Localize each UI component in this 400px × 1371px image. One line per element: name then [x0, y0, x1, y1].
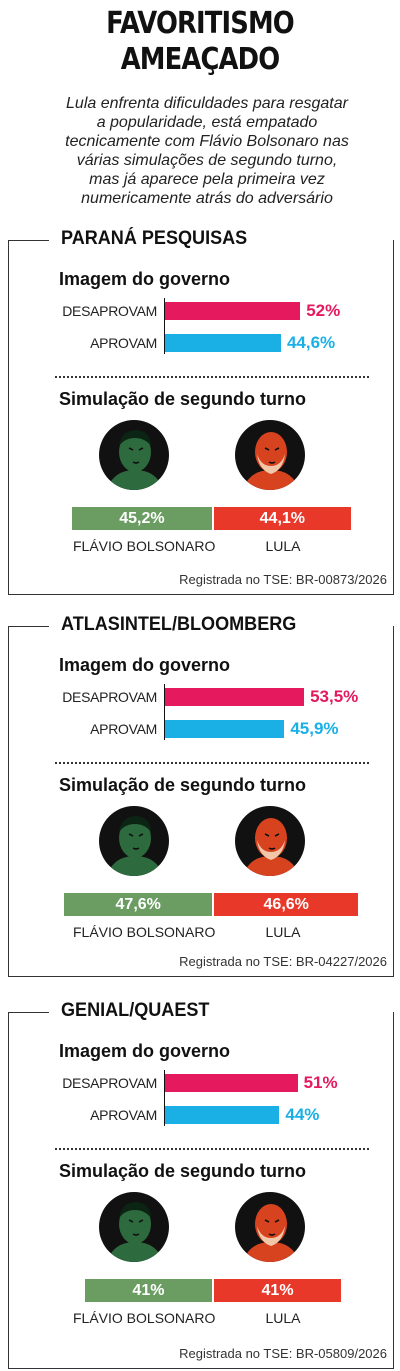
bar	[165, 334, 281, 352]
flavio-bolsonaro-portrait-icon	[99, 420, 169, 490]
poll-panel: PARANÁ PESQUISAS Imagem do governo DESAPRO…	[8, 228, 394, 595]
section-title-approval: Imagem do governo	[59, 1041, 231, 1061]
bar-label: APROVAM	[90, 721, 157, 737]
panel-title: PARANÁ PESQUISAS	[61, 228, 248, 249]
main-title: FAVORITISMO AMEAÇADO	[28, 6, 372, 78]
result-bar-lula: 44,1%	[214, 507, 351, 530]
lula-portrait-icon	[235, 420, 305, 490]
subtitle-line: Lula enfrenta dificuldades para resgatar	[66, 95, 348, 112]
section-title-runoff: Simulação de segundo turno	[59, 775, 307, 795]
title-line-2: AMEAÇADO	[120, 42, 280, 77]
subtitle-line: várias simulações de segundo turno,	[76, 152, 338, 169]
panel-title: ATLASINTEL/BLOOMBERG	[61, 614, 297, 635]
bar	[165, 688, 305, 706]
section-title-approval: Imagem do governo	[59, 269, 231, 289]
subtitle-line: tecnicamente com Flávio Bolsonaro nas	[65, 133, 349, 150]
lula-portrait-icon	[235, 1192, 305, 1262]
candidate-name: FLÁVIO BOLSONARO	[73, 1310, 216, 1326]
bar-label: APROVAM	[90, 335, 157, 351]
bar-value-label: 45,9%	[290, 719, 339, 738]
bar	[165, 720, 285, 738]
bar	[165, 1074, 298, 1092]
poll-panel: ATLASINTEL/BLOOMBERG Imagem do governo DES…	[8, 614, 394, 977]
flavio-bolsonaro-portrait-icon	[99, 1192, 169, 1262]
section-title-approval: Imagem do governo	[59, 655, 231, 675]
bar-label: DESAPROVAM	[62, 303, 157, 319]
subtitle-line: a popularidade, está empatado	[96, 114, 318, 131]
subtitle-line: numericamente atrás do adversário	[81, 190, 333, 207]
bar	[165, 302, 301, 320]
divider	[55, 762, 369, 764]
bar-label: DESAPROVAM	[62, 689, 157, 705]
section-title-runoff: Simulação de segundo turno	[59, 1161, 307, 1181]
bar	[165, 1106, 280, 1124]
registration-note: Registrada no TSE: BR-04227/2026	[179, 954, 387, 969]
result-bar-flavio: 45,2%	[71, 507, 212, 530]
result-bar-lula: 46,6%	[214, 893, 359, 916]
lula-portrait-icon	[235, 806, 305, 876]
poll-panel: GENIAL/QUAEST Imagem do governo DESAPROVAM…	[8, 1000, 394, 1369]
bar-label: APROVAM	[90, 1107, 157, 1123]
bar-value-label: 44%	[285, 1105, 320, 1124]
subtitle-line: mas já aparece pela primeira vez	[89, 171, 325, 188]
result-bar-lula: 41%	[214, 1279, 342, 1302]
title-line-1: FAVORITISMO	[106, 6, 295, 41]
axis-line	[164, 298, 165, 354]
section-title-runoff: Simulação de segundo turno	[59, 389, 307, 409]
bar-label: DESAPROVAM	[62, 1075, 157, 1091]
result-bar-flavio: 41%	[84, 1279, 212, 1302]
candidate-name: LULA	[265, 1310, 301, 1326]
axis-line	[164, 1070, 165, 1126]
bar-value-label: 53,5%	[310, 687, 359, 706]
axis-line	[164, 684, 165, 740]
subtitle: Lula enfrenta dificuldades para resgatar…	[52, 94, 362, 208]
candidate-name: LULA	[265, 538, 301, 554]
divider	[55, 1148, 369, 1150]
result-bar-flavio: 47,6%	[64, 893, 212, 916]
flavio-bolsonaro-portrait-icon	[99, 806, 169, 876]
divider	[55, 376, 369, 378]
bar-value-label: 51%	[303, 1073, 338, 1092]
registration-note: Registrada no TSE: BR-00873/2026	[179, 572, 387, 587]
candidate-name: FLÁVIO BOLSONARO	[73, 924, 216, 940]
registration-note: Registrada no TSE: BR-05809/2026	[179, 1346, 387, 1361]
bar-value-label: 52%	[306, 301, 341, 320]
bar-value-label: 44,6%	[286, 333, 336, 352]
candidate-name: LULA	[265, 924, 301, 940]
panel-title: GENIAL/QUAEST	[61, 1000, 210, 1021]
candidate-name: FLÁVIO BOLSONARO	[73, 538, 216, 554]
